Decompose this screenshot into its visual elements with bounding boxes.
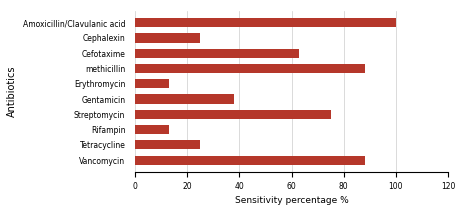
Bar	[135, 33, 200, 43]
Bar	[135, 110, 331, 119]
Bar	[135, 49, 300, 58]
Text: Figure 1. Antimicrobial Susceptibility test of 10 Antibiotics.: Figure 1. Antimicrobial Susceptibility t…	[5, 202, 243, 208]
Bar	[135, 125, 169, 134]
Bar	[135, 18, 396, 27]
Bar	[135, 94, 234, 104]
Bar	[135, 155, 365, 165]
X-axis label: Sensitivity percentage %: Sensitivity percentage %	[235, 196, 348, 205]
Bar	[135, 140, 200, 149]
Bar	[135, 79, 169, 88]
Bar	[135, 64, 365, 73]
Y-axis label: Antibiotics: Antibiotics	[7, 66, 17, 117]
